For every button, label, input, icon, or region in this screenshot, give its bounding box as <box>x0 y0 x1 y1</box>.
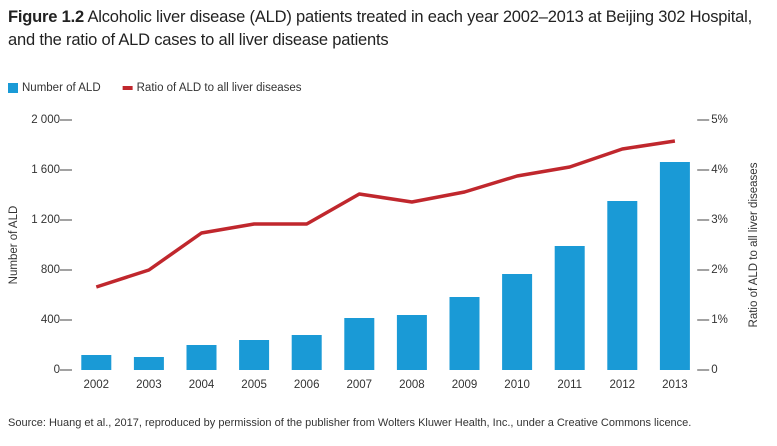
x-tick-label: 2005 <box>241 379 267 391</box>
bar <box>291 335 322 370</box>
x-tick-label: 2013 <box>662 379 688 391</box>
y2-tick-label: 4% <box>711 164 728 176</box>
x-tick-label: 2010 <box>504 379 530 391</box>
title-block: Figure 1.2 Alcoholic liver disease (ALD)… <box>8 6 773 52</box>
bar <box>607 201 638 370</box>
x-tick-label: 2003 <box>136 379 162 391</box>
bar <box>133 357 164 370</box>
bar <box>344 318 375 370</box>
bar <box>186 345 217 370</box>
x-tick-label: 2002 <box>84 379 110 391</box>
y-tick-label: 0 <box>54 364 60 376</box>
bar <box>554 246 585 370</box>
y-axis-label: Number of ALD <box>8 206 20 285</box>
bar <box>239 340 270 370</box>
x-tick-label: 2007 <box>347 379 373 391</box>
legend-swatch <box>8 83 18 93</box>
line-series <box>95 139 676 289</box>
bar <box>502 274 533 370</box>
bar <box>659 162 690 370</box>
source-note: Source: Huang et al., 2017, reproduced b… <box>8 417 691 429</box>
figure-label: Figure 1.2 <box>8 8 84 26</box>
legend-label: Number of ALD <box>22 82 101 94</box>
x-tick-label: 2008 <box>399 379 425 391</box>
legend-label: Ratio of ALD to all liver diseases <box>137 82 302 94</box>
y-tick-label: 2 000 <box>31 114 60 126</box>
x-tick-label: 2004 <box>189 379 215 391</box>
y-tick-label: 1 600 <box>31 164 60 176</box>
y-tick-label: 800 <box>41 264 60 276</box>
y2-axis-label: Ratio of ALD to all liver diseases <box>748 162 760 327</box>
y-tick-label: 400 <box>41 314 60 326</box>
x-tick-label: 2012 <box>610 379 636 391</box>
y-tick-label: 1 200 <box>31 214 60 226</box>
bar <box>81 355 112 370</box>
x-tick-label: 2009 <box>452 379 478 391</box>
x-tick-label: 2006 <box>294 379 320 391</box>
y2-tick-label: 5% <box>711 114 728 126</box>
y2-tick-label: 0 <box>711 364 717 376</box>
y2-tick-label: 1% <box>711 314 728 326</box>
chart-title: Alcoholic liver disease (ALD) patients t… <box>8 8 752 49</box>
bar <box>396 315 427 370</box>
y2-tick-label: 2% <box>711 264 728 276</box>
bar <box>449 297 480 370</box>
x-tick-label: 2011 <box>557 379 582 391</box>
y2-tick-label: 3% <box>711 214 728 226</box>
